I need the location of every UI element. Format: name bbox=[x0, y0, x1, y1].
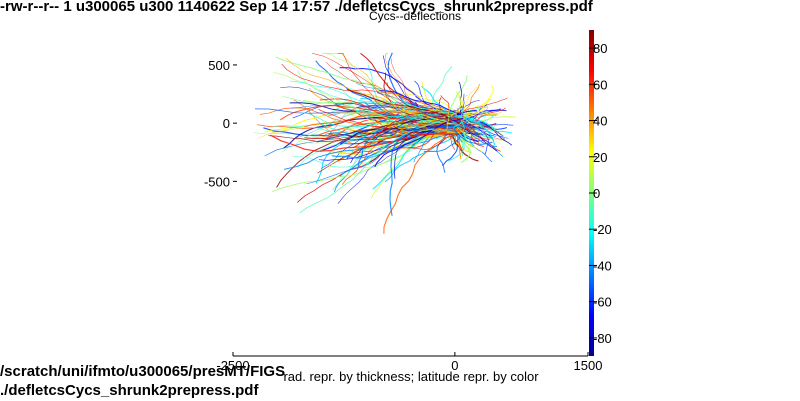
track-line bbox=[463, 127, 498, 152]
track-line bbox=[408, 133, 463, 150]
track-line bbox=[450, 94, 463, 117]
track-line bbox=[318, 123, 456, 161]
colorbar-tick-label: 60 bbox=[593, 77, 607, 92]
x-tick-label: 1500 bbox=[574, 358, 603, 373]
track-line bbox=[372, 83, 456, 113]
track-line bbox=[270, 131, 446, 152]
track-line bbox=[257, 113, 454, 129]
x-tick-label: -2500 bbox=[216, 358, 249, 373]
track-line bbox=[383, 131, 464, 234]
track-line bbox=[447, 111, 502, 116]
track-line bbox=[423, 132, 461, 152]
file-listing-header: -rw-r--r-- 1 u300065 u300 1140622 Sep 14… bbox=[0, 0, 593, 15]
track-line bbox=[336, 105, 461, 122]
track-line bbox=[456, 110, 478, 118]
track-line bbox=[462, 108, 502, 122]
track-line bbox=[268, 124, 444, 142]
track-line bbox=[455, 91, 462, 115]
colorbar-tick-label: 80 bbox=[593, 41, 607, 56]
colorbar-ticks: 80 60 40 20 0 -20 -40 -60 -80 bbox=[589, 41, 612, 346]
y-tick-label: 0 bbox=[223, 116, 230, 131]
track-line bbox=[449, 123, 473, 133]
colorbar-tick-label: -60 bbox=[593, 295, 612, 310]
track-lines bbox=[254, 52, 516, 234]
track-line bbox=[391, 58, 446, 120]
track-line bbox=[351, 121, 445, 153]
track-line bbox=[453, 120, 465, 129]
colorbar-tick-label: 0 bbox=[593, 186, 600, 201]
track-line bbox=[454, 115, 496, 146]
track-line bbox=[383, 123, 447, 131]
track-line bbox=[349, 108, 453, 118]
track-line bbox=[316, 119, 461, 143]
track-line bbox=[446, 108, 450, 130]
track-line bbox=[464, 116, 488, 129]
track-line bbox=[448, 75, 468, 115]
track-line bbox=[457, 131, 483, 153]
track-line bbox=[264, 112, 448, 133]
track-line bbox=[459, 128, 509, 139]
track-line bbox=[413, 125, 462, 132]
colorbar-tick-label: 20 bbox=[593, 150, 607, 165]
colorbar-tick-label: -20 bbox=[593, 222, 612, 237]
track-line bbox=[385, 53, 450, 119]
track-line bbox=[386, 82, 463, 119]
track-line bbox=[374, 117, 464, 168]
colorbar-tick-label: -40 bbox=[593, 258, 612, 273]
track-line bbox=[425, 128, 460, 134]
colorbar-tick-label: 40 bbox=[593, 114, 607, 129]
track-line bbox=[301, 112, 448, 128]
track-line bbox=[462, 120, 498, 147]
track-line bbox=[463, 84, 494, 117]
track-line bbox=[361, 93, 456, 125]
track-line bbox=[461, 123, 489, 155]
axes: 500 0 -500 -2500 0 1500 bbox=[204, 58, 602, 373]
track-line bbox=[377, 93, 465, 114]
chart-title: Cycs--deflections bbox=[369, 9, 461, 23]
track-line bbox=[460, 109, 465, 132]
file-path: /scratch/uni/ifmto/u300065/presMT/FIGS bbox=[0, 363, 286, 380]
file-name: ./defletcsCycs_shrunk2prepress.pdf bbox=[0, 382, 259, 399]
track-line bbox=[331, 121, 446, 159]
colorbar-tick-label: -80 bbox=[593, 331, 612, 346]
x-tick-label: 0 bbox=[451, 358, 458, 373]
track-line bbox=[324, 53, 450, 124]
track-line bbox=[328, 110, 450, 114]
track-line bbox=[353, 112, 457, 149]
y-tick-label: -500 bbox=[204, 174, 230, 189]
track-line bbox=[449, 134, 455, 150]
track-line bbox=[370, 124, 446, 132]
track-line bbox=[463, 126, 496, 138]
track-line bbox=[271, 130, 453, 193]
track-line bbox=[459, 133, 472, 164]
y-tick-label: 500 bbox=[208, 58, 230, 73]
track-line bbox=[289, 80, 455, 113]
x-axis-label: rad. repr. by thickness; latitude repr. … bbox=[283, 369, 539, 384]
track-line bbox=[281, 63, 458, 113]
track-line bbox=[452, 127, 493, 145]
track-line bbox=[448, 131, 465, 162]
track-line bbox=[384, 125, 454, 134]
